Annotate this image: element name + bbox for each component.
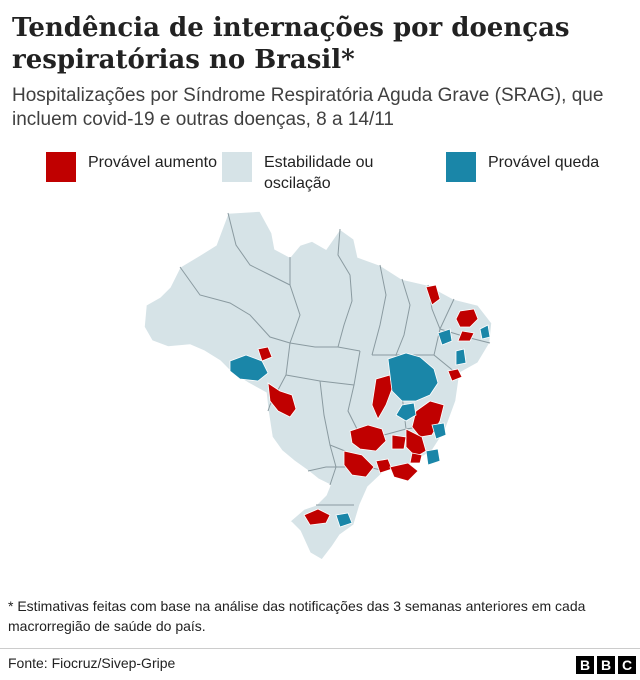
region-increase-rj <box>409 452 423 464</box>
brazil-outline <box>143 210 493 561</box>
source-credit: Fonte: Fiocruz/Sivep-Gripe <box>8 655 176 671</box>
footnote: * Estimativas feitas com base na análise… <box>8 598 586 634</box>
bbc-logo-letter-1: B <box>576 656 594 674</box>
region-increase-ma <box>425 284 441 306</box>
region-increase-ac <box>257 346 273 362</box>
legend-item-stable: Estabilidade ou oscilação <box>222 152 394 194</box>
region-decrease-ba-w <box>395 402 417 422</box>
legend-label-stable: Estabilidade ou oscilação <box>264 154 374 192</box>
bbc-logo-letter-3: C <box>618 656 636 674</box>
region-increase-ba-s <box>447 368 463 382</box>
region-increase-mg-c <box>405 428 427 458</box>
legend-item-decrease: Provável queda <box>446 152 618 182</box>
region-increase-sp <box>389 462 419 482</box>
region-increase-rn <box>455 308 479 328</box>
region-increase-go <box>349 424 387 452</box>
brazil-map <box>143 210 493 561</box>
region-increase-ms <box>343 450 375 478</box>
legend-swatch-decrease <box>446 152 476 182</box>
region-decrease-ba <box>387 352 439 402</box>
region-decrease-pi <box>437 328 453 346</box>
region-decrease-al <box>455 348 467 366</box>
chart-subtitle: Hospitalizações por Síndrome Respiratóri… <box>12 85 604 130</box>
region-decrease-es <box>431 422 447 440</box>
bbc-logo-letter-2: B <box>597 656 615 674</box>
bbc-logo: B B C <box>576 656 636 674</box>
region-increase-df <box>391 434 407 450</box>
legend-label-increase: Provável aumento <box>88 154 217 171</box>
legend-item-increase: Provável aumento <box>46 152 218 182</box>
legend-swatch-increase <box>46 152 76 182</box>
region-decrease-pe <box>479 324 491 340</box>
regions-increase <box>257 284 479 526</box>
region-increase-pb <box>457 330 475 342</box>
region-increase-sc <box>303 508 331 526</box>
region-decrease-rj <box>425 448 441 466</box>
footer-divider <box>0 648 640 649</box>
legend-label-decrease: Provável queda <box>488 154 600 171</box>
legend-swatch-stable <box>222 152 252 182</box>
region-decrease-sc <box>335 512 353 528</box>
region-increase-ro <box>267 382 297 418</box>
region-decrease-ac <box>229 354 269 382</box>
chart-title: Tendência de internações por doenças res… <box>12 13 570 75</box>
regions-decrease <box>229 324 491 528</box>
